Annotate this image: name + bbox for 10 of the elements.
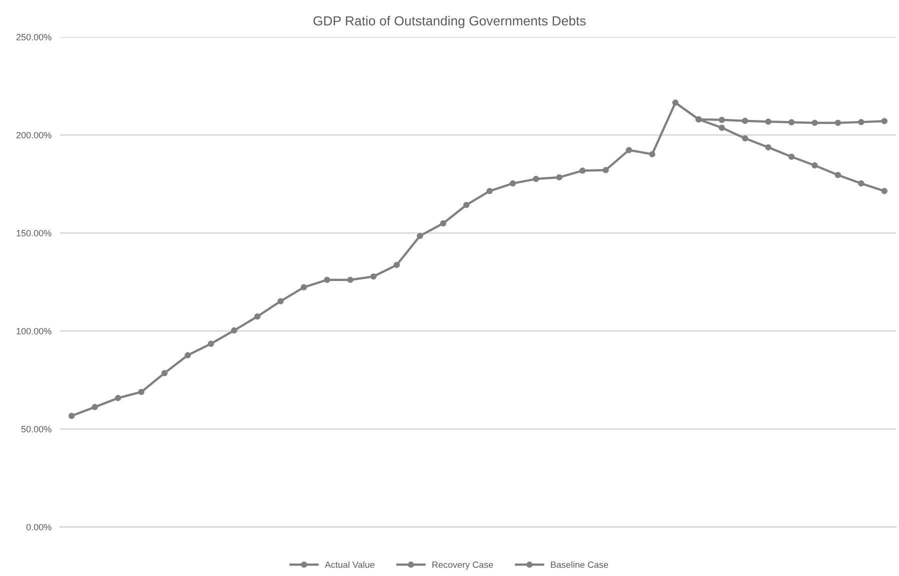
- y-tick-label: 200.00%: [16, 132, 52, 138]
- legend-label: Baseline Case: [551, 561, 608, 568]
- legend-label: Recovery Case: [432, 562, 494, 570]
- legend-label: Actual Value: [324, 561, 374, 568]
- y-tick-label: 150.00%: [16, 230, 52, 236]
- y-tick-label: 100.00%: [16, 328, 52, 334]
- y-tick-label: 250.00%: [16, 34, 52, 40]
- y-tick-label: 0.00%: [26, 524, 52, 530]
- chart-title: GDP Ratio of Outstanding Governments Debts: [314, 16, 586, 28]
- y-tick-label: 50.00%: [21, 426, 52, 432]
